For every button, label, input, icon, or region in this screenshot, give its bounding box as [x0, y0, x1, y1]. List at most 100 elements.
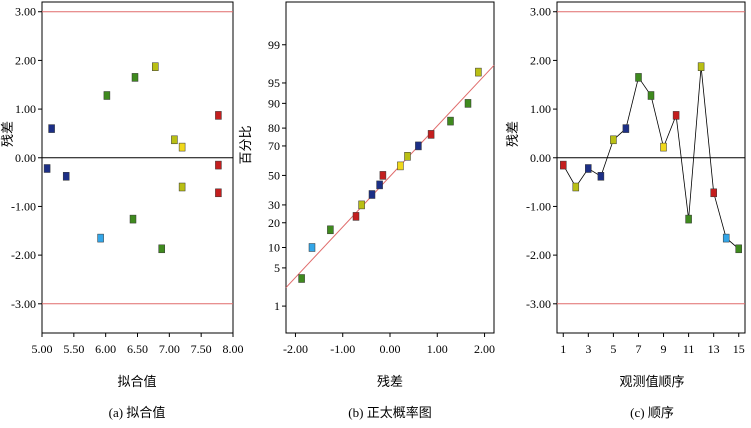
panel-b-frame: [285, 1, 495, 334]
panel-c-y-tick-label: 2.00: [530, 53, 551, 67]
panel-b-caption: (b) 正太概率图: [348, 405, 431, 420]
panel-a-y-tick-label: 3.00: [15, 5, 36, 19]
panel-a-frame: [41, 1, 234, 334]
panel-a-data-point: [178, 142, 186, 152]
panel-c-data-point: [622, 124, 630, 133]
panel-c-y-tick-label: 3.00: [530, 5, 551, 19]
panel-a-y-tick-label: -1.00: [11, 199, 36, 213]
panel-a-y-tick-label: -2.00: [11, 248, 36, 262]
panel-a-y-tick-label: 1.00: [15, 102, 36, 116]
panel-a-data-point: [215, 160, 222, 170]
panel-c-y-tick-label: -2.00: [526, 248, 551, 262]
panel-c-order-residual: 观测值顺序 残差 (c) 顺序 -3.00 -2.00 -1.00 0.00 1.00 2…: [505, 1, 746, 420]
panel-a-x-tick-label: 6.00: [95, 342, 116, 356]
panel-b-data-point: [379, 171, 387, 180]
panel-b-ylabel: 百分比: [238, 125, 253, 164]
panel-a-data-point: [215, 111, 222, 120]
panel-b-y-tick-label: 30: [268, 198, 280, 212]
panel-b-y-tick-label: 1: [274, 299, 280, 313]
panel-c-data-point: [597, 172, 605, 181]
panel-b-x-tick-label: -2.00: [283, 342, 308, 356]
panel-a-data-point: [152, 62, 159, 71]
panel-b-data-point: [447, 116, 454, 126]
panel-b-x-tick-label: 1.00: [427, 342, 448, 356]
panel-a-caption: (a) 拟合值: [109, 405, 166, 420]
panel-c-x-tick-label: 3: [585, 342, 591, 356]
panel-c-y-tick-label: -1.00: [526, 199, 551, 213]
panel-c-ylabel: 残差: [505, 121, 520, 147]
panel-a-y-tick-label: 0.00: [15, 151, 36, 165]
panel-c-x-tick-label: 11: [683, 342, 695, 356]
panel-b-data-point: [404, 152, 411, 161]
panel-c-x-tick-label: 9: [661, 342, 667, 356]
panel-c-xlabel: 观测值顺序: [619, 374, 684, 389]
panel-a-xlabel: 拟合值: [117, 374, 156, 389]
panel-c-frame: [556, 1, 746, 334]
panel-c-data-point: [735, 244, 742, 254]
panel-c-data-point: [585, 164, 592, 173]
panel-a-x-tick-label: 7.50: [191, 342, 212, 356]
panel-c-data-point: [660, 142, 667, 152]
panel-c-x-tick-label: 15: [733, 342, 745, 356]
panel-c-data-point: [685, 214, 692, 224]
panel-b-data-point: [352, 212, 360, 221]
panel-c-y-tick-label: 0.00: [530, 151, 551, 165]
panel-b-y-tick-label: 95: [268, 76, 280, 90]
panel-a-data-point: [131, 73, 139, 82]
panel-a-y-tick-label: 2.00: [15, 53, 36, 67]
panel-a-x-tick-label: 5.00: [32, 342, 53, 356]
panel-b-data-point: [368, 190, 376, 199]
panel-c-x-tick-label: 7: [635, 342, 641, 356]
panel-b-y-tick-label: 90: [268, 96, 280, 110]
panel-b-data-point: [397, 161, 404, 171]
panel-c-data-point: [672, 111, 680, 120]
panel-b-x-tick-label: -1.00: [330, 342, 355, 356]
panel-c-data-point: [610, 135, 617, 145]
panel-a-x-tick-label: 6.50: [127, 342, 148, 356]
panel-a-x-tick-label: 7.00: [159, 342, 180, 356]
panel-c-data-point: [560, 160, 567, 170]
panel-a-data-point: [158, 244, 165, 254]
panel-a-x-tick-label: 5.50: [63, 342, 84, 356]
panel-c-x-tick-label: 13: [708, 342, 720, 356]
panel-a-data-point: [103, 91, 111, 100]
panel-a-data-point: [171, 135, 178, 145]
panel-b-normal-probability: 残差 百分比 (b) 正太概率图 1 5 10 20 30 50 70 80 90 95 99 -2.…: [238, 1, 495, 420]
panel-b-data-point: [298, 274, 305, 283]
panel-b-fit-line: [285, 64, 495, 288]
panel-c-y-tick-label: -3.00: [526, 297, 551, 311]
panel-a-data-point: [62, 172, 70, 181]
panel-a-ylabel: 残差: [0, 121, 15, 147]
panel-a-data-point: [215, 188, 222, 198]
panel-b-xlabel: 残差: [377, 374, 403, 389]
panel-a-data-point: [48, 124, 55, 133]
panel-a-data-point: [43, 164, 51, 173]
panel-b-y-tick-label: 70: [268, 139, 280, 153]
panel-b-data-point: [358, 200, 365, 210]
panel-c-x-tick-label: 5: [610, 342, 616, 356]
panel-c-x-tick-label: 1: [560, 342, 566, 356]
panel-c-data-point: [647, 91, 655, 100]
panel-a-data-point: [97, 233, 104, 243]
panel-c-data-point: [710, 188, 717, 198]
panel-b-y-tick-label: 50: [268, 168, 280, 182]
panel-b-data-point: [376, 180, 383, 190]
panel-a-x-tick-label: 8.00: [223, 342, 244, 356]
panel-b-data-point: [327, 225, 334, 235]
panel-b-y-tick-label: 10: [268, 240, 280, 254]
panel-b-y-tick-label: 99: [268, 38, 280, 52]
panel-b-x-tick-label: 2.00: [474, 342, 495, 356]
panel-b-data-point: [308, 243, 316, 252]
panel-a-fitted-residual: 拟合值 残差 (a) 拟合值 -3.00 -2.00 -1.00 0.00 1.00 2.…: [0, 1, 244, 420]
panel-b-y-tick-label: 20: [268, 216, 280, 230]
panel-b-y-tick-label: 80: [268, 121, 280, 135]
panel-b-data-point: [427, 130, 435, 139]
panel-c-caption: (c) 顺序: [630, 405, 674, 420]
panel-c-data-point: [697, 62, 705, 71]
panel-a-data-point: [178, 182, 186, 192]
panel-b-data-point: [415, 141, 422, 151]
panel-c-data-point: [635, 73, 642, 82]
panel-b-x-tick-label: 0.00: [380, 342, 401, 356]
panel-c-data-point: [572, 182, 580, 192]
